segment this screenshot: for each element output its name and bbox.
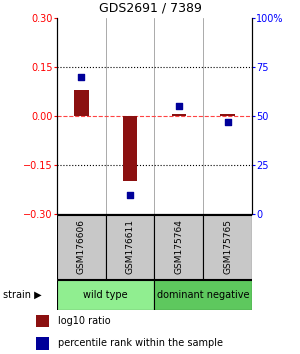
Point — [176, 103, 181, 109]
Bar — [220, 114, 235, 116]
Text: GDS2691 / 7389: GDS2691 / 7389 — [99, 1, 201, 14]
Bar — [123, 116, 137, 181]
Bar — [36, 337, 50, 350]
Text: GSM176611: GSM176611 — [126, 219, 135, 274]
Bar — [74, 90, 89, 116]
Point — [79, 74, 84, 80]
Bar — [36, 315, 50, 327]
Point — [128, 192, 133, 198]
Text: wild type: wild type — [83, 290, 128, 300]
Text: GSM175765: GSM175765 — [223, 219, 232, 274]
Bar — [172, 114, 186, 116]
Bar — [154, 215, 203, 279]
Text: dominant negative: dominant negative — [157, 290, 250, 300]
Bar — [106, 215, 154, 279]
Point — [225, 119, 230, 125]
Text: GSM176606: GSM176606 — [77, 219, 86, 274]
Text: GSM175764: GSM175764 — [174, 219, 183, 274]
Text: log10 ratio: log10 ratio — [58, 316, 111, 326]
Text: percentile rank within the sample: percentile rank within the sample — [58, 338, 224, 348]
Bar — [154, 280, 252, 310]
Bar — [203, 215, 252, 279]
Bar — [57, 280, 154, 310]
Bar — [57, 215, 106, 279]
Text: strain ▶: strain ▶ — [3, 290, 42, 300]
